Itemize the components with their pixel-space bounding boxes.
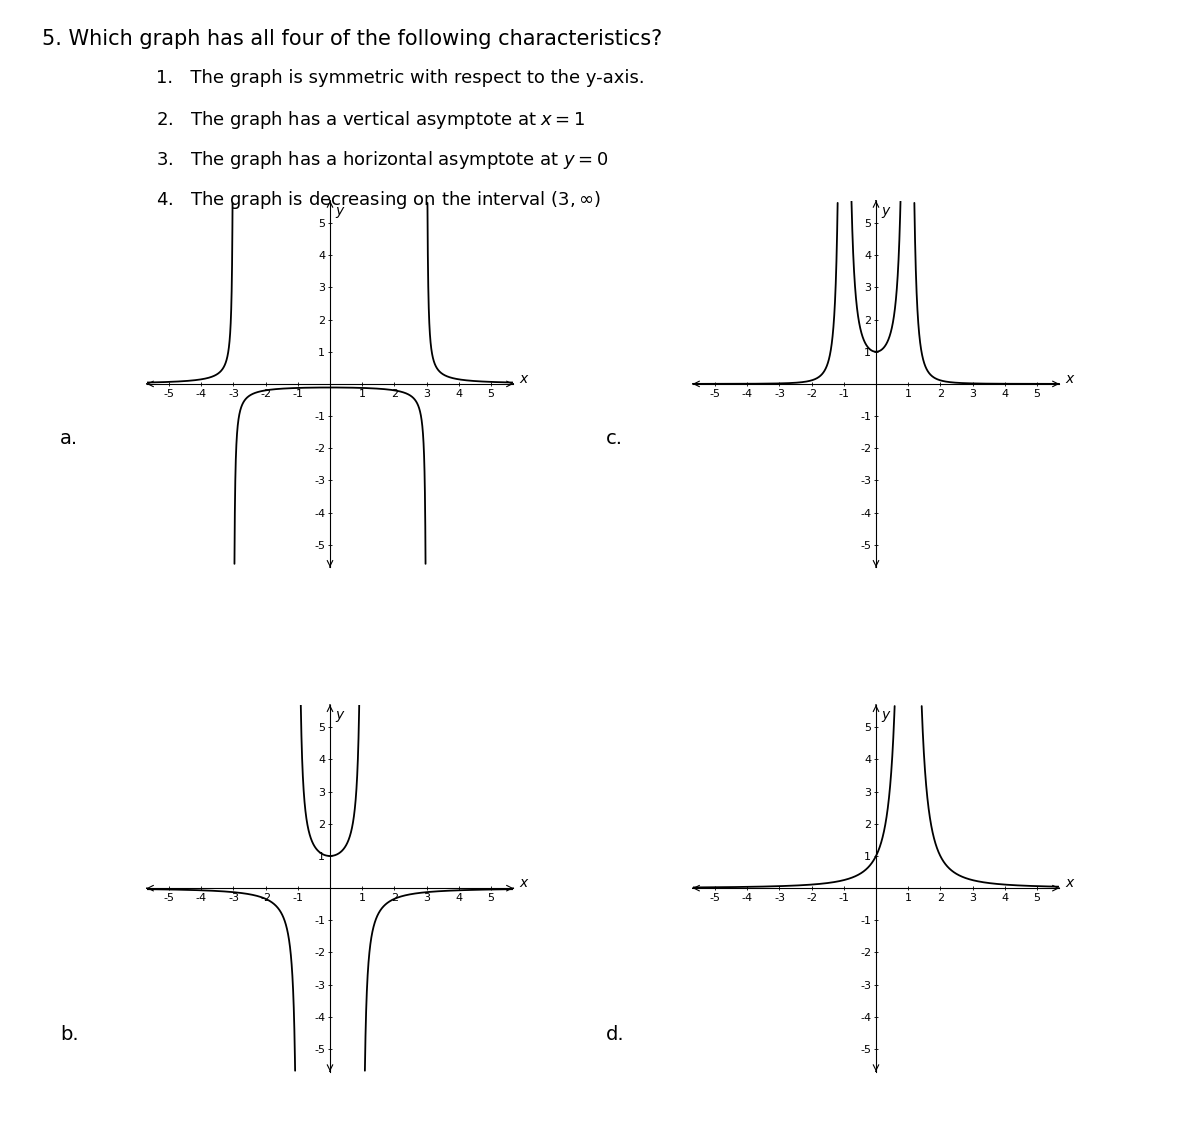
Text: x: x xyxy=(1066,372,1074,386)
Text: x: x xyxy=(1066,877,1074,890)
Text: d.: d. xyxy=(606,1026,625,1044)
Text: 2.   The graph has a vertical asymptote at $x = 1$: 2. The graph has a vertical asymptote at… xyxy=(156,109,586,131)
Text: c.: c. xyxy=(606,430,623,448)
Text: 3.   The graph has a horizontal asymptote at $y = 0$: 3. The graph has a horizontal asymptote … xyxy=(156,149,608,171)
Text: y: y xyxy=(336,708,344,722)
Text: 1.   The graph is symmetric with respect to the y-axis.: 1. The graph is symmetric with respect t… xyxy=(156,69,644,87)
Text: b.: b. xyxy=(60,1026,79,1044)
Text: 5. Which graph has all four of the following characteristics?: 5. Which graph has all four of the follo… xyxy=(42,29,662,48)
Text: a.: a. xyxy=(60,430,78,448)
Text: x: x xyxy=(520,372,528,386)
Text: 4.   The graph is decreasing on the interval $(3,\infty)$: 4. The graph is decreasing on the interv… xyxy=(156,189,601,211)
Text: x: x xyxy=(520,877,528,890)
Text: y: y xyxy=(882,708,890,722)
Text: y: y xyxy=(336,204,344,218)
Text: y: y xyxy=(882,204,890,218)
